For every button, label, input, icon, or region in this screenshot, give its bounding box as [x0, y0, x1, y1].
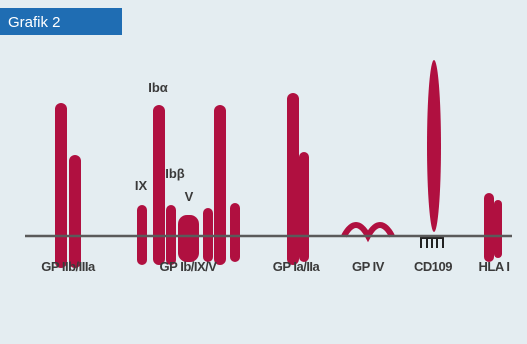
page: {"header": {"title": "Grafik 2"}, "annot… — [0, 0, 527, 344]
label: GP IIb/IIIa — [41, 259, 96, 274]
glycoprotein — [69, 155, 81, 268]
annotation: IX — [135, 178, 148, 193]
glycoprotein — [214, 105, 226, 265]
label: GP Ib/IX/V — [160, 259, 218, 274]
header-title: Grafik 2 — [8, 14, 61, 31]
glycoprotein — [427, 60, 441, 232]
glycoprotein — [494, 200, 502, 258]
annotation: V — [185, 189, 194, 204]
label: GP IV — [352, 259, 385, 274]
glycoprotein — [287, 93, 299, 265]
glycoprotein — [484, 193, 494, 262]
glycoprotein — [230, 203, 240, 262]
glycoprotein — [55, 103, 67, 268]
glycoprotein — [153, 105, 165, 265]
annotation: Ibβ — [165, 166, 185, 181]
label: CD109 — [414, 259, 452, 274]
glycoprotein — [299, 152, 309, 262]
diagram: Grafik 2 Ibα IX Ibβ V GP IIb/IIIa GP Ib/… — [0, 0, 527, 344]
annotation: Ibα — [148, 80, 168, 95]
label: HLA I — [479, 259, 510, 274]
glycoprotein — [178, 215, 199, 262]
label: GP Ia/IIa — [273, 259, 321, 274]
